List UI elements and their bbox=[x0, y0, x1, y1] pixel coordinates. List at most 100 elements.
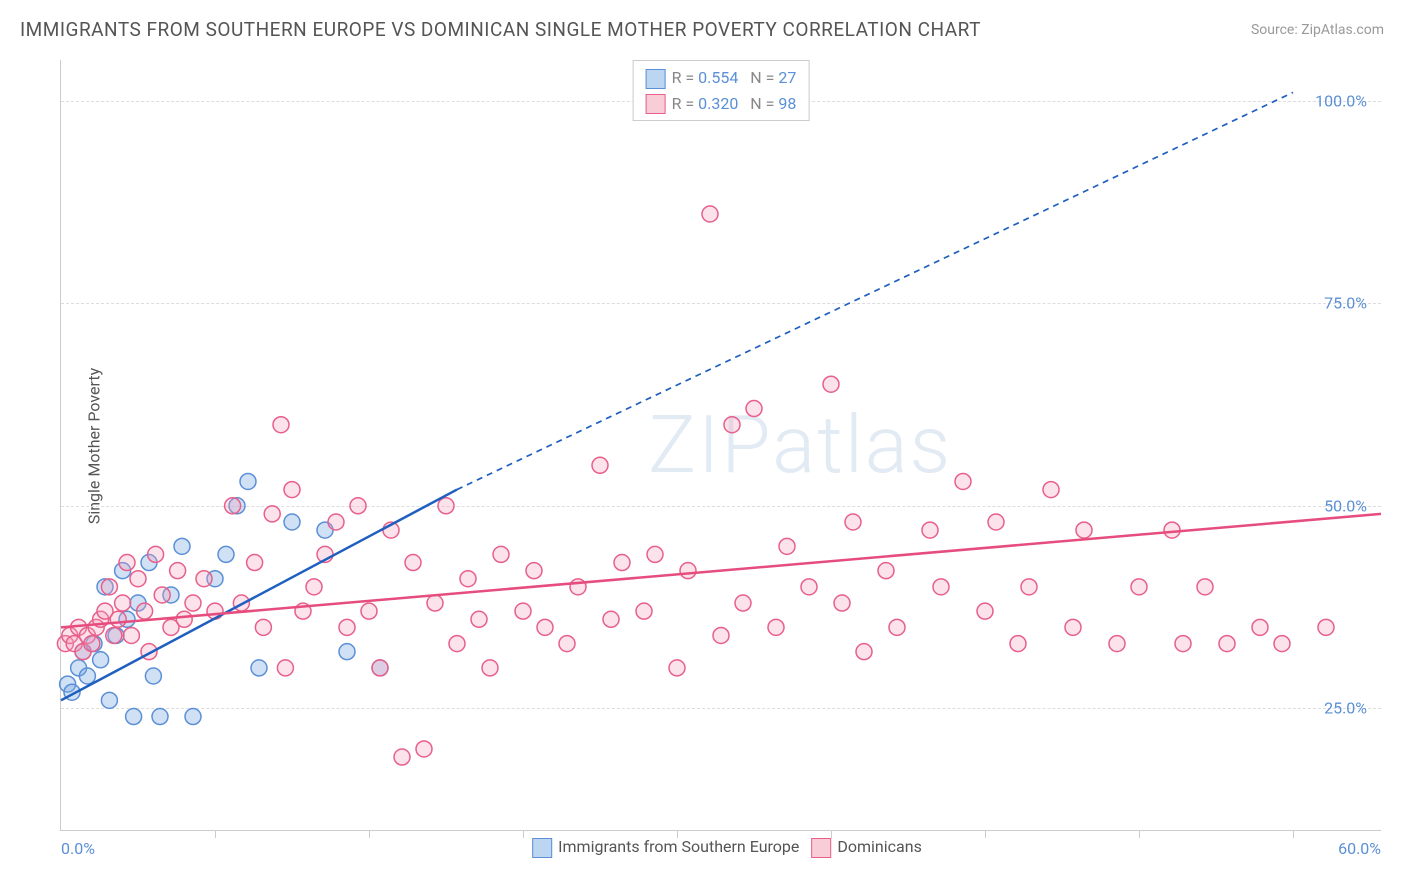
data-point bbox=[79, 668, 95, 684]
data-point bbox=[339, 619, 355, 635]
data-point bbox=[185, 709, 201, 725]
chart-container: IMMIGRANTS FROM SOUTHERN EUROPE VS DOMIN… bbox=[0, 0, 1406, 892]
data-point bbox=[823, 376, 839, 392]
data-point bbox=[170, 563, 186, 579]
data-point bbox=[1219, 636, 1235, 652]
legend-n-value: 98 bbox=[778, 94, 796, 113]
x-tick bbox=[985, 830, 986, 838]
data-point bbox=[768, 619, 784, 635]
data-point bbox=[394, 749, 410, 765]
x-tick bbox=[215, 830, 216, 838]
data-point bbox=[702, 206, 718, 222]
legend-swatch bbox=[646, 94, 666, 114]
data-point bbox=[1252, 619, 1268, 635]
legend-r-label: R = bbox=[672, 68, 699, 87]
data-point bbox=[1043, 482, 1059, 498]
legend-row: R = 0.320 N = 98 bbox=[646, 91, 797, 117]
x-tick bbox=[1139, 830, 1140, 838]
data-point bbox=[482, 660, 498, 676]
data-point bbox=[647, 546, 663, 562]
x-tick-label-max: 60.0% bbox=[1338, 839, 1381, 858]
data-point bbox=[1274, 636, 1290, 652]
legend-n-label: N = bbox=[750, 94, 778, 113]
series-swatch bbox=[811, 838, 831, 858]
data-point bbox=[1065, 619, 1081, 635]
data-point bbox=[350, 498, 366, 514]
data-point bbox=[1318, 619, 1334, 635]
legend-n-label: N = bbox=[750, 68, 778, 87]
legend-n-value: 27 bbox=[778, 68, 796, 87]
data-point bbox=[110, 611, 126, 627]
data-point bbox=[240, 473, 256, 489]
data-point bbox=[84, 636, 100, 652]
data-point bbox=[922, 522, 938, 538]
data-point bbox=[988, 514, 1004, 530]
trend-line-extrapolated bbox=[457, 92, 1293, 489]
data-point bbox=[93, 652, 109, 668]
data-point bbox=[427, 595, 443, 611]
data-point bbox=[264, 506, 280, 522]
data-point bbox=[101, 579, 117, 595]
series-swatch bbox=[532, 838, 552, 858]
data-point bbox=[126, 709, 142, 725]
data-point bbox=[1175, 636, 1191, 652]
data-point bbox=[537, 619, 553, 635]
data-point bbox=[493, 546, 509, 562]
data-point bbox=[273, 417, 289, 433]
data-point bbox=[247, 555, 263, 571]
data-point bbox=[328, 514, 344, 530]
data-point bbox=[1021, 579, 1037, 595]
data-point bbox=[438, 498, 454, 514]
data-point bbox=[416, 741, 432, 757]
data-point bbox=[154, 587, 170, 603]
data-point bbox=[176, 611, 192, 627]
chart-title: IMMIGRANTS FROM SOUTHERN EUROPE VS DOMIN… bbox=[20, 18, 981, 41]
data-point bbox=[746, 401, 762, 417]
data-point bbox=[1010, 636, 1026, 652]
plot-area: 25.0%50.0%75.0%100.0% ZIPatlas R = 0.554… bbox=[60, 60, 1381, 831]
trend-line bbox=[61, 514, 1381, 627]
series-label: Immigrants from Southern Europe bbox=[558, 837, 799, 856]
data-point bbox=[779, 538, 795, 554]
data-point bbox=[713, 627, 729, 643]
data-point bbox=[614, 555, 630, 571]
data-point bbox=[284, 482, 300, 498]
legend-r-value: 0.554 bbox=[698, 68, 738, 87]
data-point bbox=[680, 563, 696, 579]
data-point bbox=[372, 660, 388, 676]
data-point bbox=[1109, 636, 1125, 652]
series-legend: Immigrants from Southern Europe Dominican… bbox=[520, 837, 922, 858]
data-point bbox=[559, 636, 575, 652]
legend-r-value: 0.320 bbox=[698, 94, 738, 113]
data-point bbox=[636, 603, 652, 619]
data-point bbox=[1164, 522, 1180, 538]
data-point bbox=[137, 603, 153, 619]
data-point bbox=[1131, 579, 1147, 595]
data-point bbox=[889, 619, 905, 635]
data-point bbox=[130, 571, 146, 587]
correlation-legend: R = 0.554 N = 27 R = 0.320 N = 98 bbox=[633, 60, 810, 121]
data-point bbox=[284, 514, 300, 530]
legend-swatch bbox=[646, 69, 666, 89]
source-prefix: Source: bbox=[1251, 22, 1301, 38]
data-point bbox=[460, 571, 476, 587]
data-point bbox=[196, 571, 212, 587]
data-point bbox=[277, 660, 293, 676]
source-link[interactable]: ZipAtlas.com bbox=[1301, 22, 1384, 38]
data-point bbox=[115, 595, 131, 611]
data-point bbox=[106, 627, 122, 643]
data-point bbox=[526, 563, 542, 579]
data-point bbox=[834, 595, 850, 611]
data-point bbox=[1197, 579, 1213, 595]
data-point bbox=[735, 595, 751, 611]
legend-r-label: R = bbox=[672, 94, 699, 113]
data-point bbox=[152, 709, 168, 725]
x-tick-label-min: 0.0% bbox=[61, 839, 95, 858]
series-label: Dominicans bbox=[837, 837, 921, 856]
data-point bbox=[977, 603, 993, 619]
data-point bbox=[306, 579, 322, 595]
data-point bbox=[218, 546, 234, 562]
x-tick bbox=[369, 830, 370, 838]
data-point bbox=[185, 595, 201, 611]
data-point bbox=[119, 555, 135, 571]
